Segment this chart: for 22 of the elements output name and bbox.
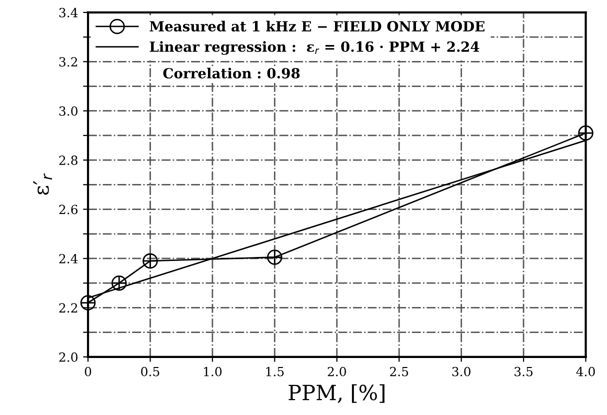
legend-label: Measured at 1 kHz E − FIELD ONLY MODE xyxy=(150,20,484,32)
annotation: Correlation : 0.98 xyxy=(163,68,300,78)
y-tick-label: 3.4 xyxy=(59,8,78,18)
x-tick-label: 0 xyxy=(84,366,92,376)
x-tick-label: 3.0 xyxy=(452,366,470,376)
y-tick-label: 3.0 xyxy=(59,106,78,116)
x-tick-label: 1.5 xyxy=(266,366,284,376)
y-tick-label: 3.2 xyxy=(59,57,78,67)
x-tick-label: 2.0 xyxy=(328,366,346,376)
y-tick-label: 2.0 xyxy=(59,352,78,362)
y-tick-label: 2.8 xyxy=(59,156,78,165)
x-tick-label: 0.5 xyxy=(141,366,160,376)
x-tick-label: 4.0 xyxy=(576,366,595,376)
legend-label: Linear regression : ε$_{r}$ = 0.16 · PPM + 2.24 xyxy=(150,41,480,55)
x-tick-label: 3.5 xyxy=(514,366,533,376)
y-axis-title: ε′$_{r}$ xyxy=(33,173,52,195)
x-tick-label: 2.5 xyxy=(390,366,408,376)
x-axis-title: PPM, [%] xyxy=(288,384,384,403)
x-tick-label: 1.0 xyxy=(204,366,222,376)
y-tick-label: 2.4 xyxy=(59,254,78,264)
y-tick-label: 2.2 xyxy=(59,303,78,313)
y-tick-label: 2.6 xyxy=(59,204,78,214)
